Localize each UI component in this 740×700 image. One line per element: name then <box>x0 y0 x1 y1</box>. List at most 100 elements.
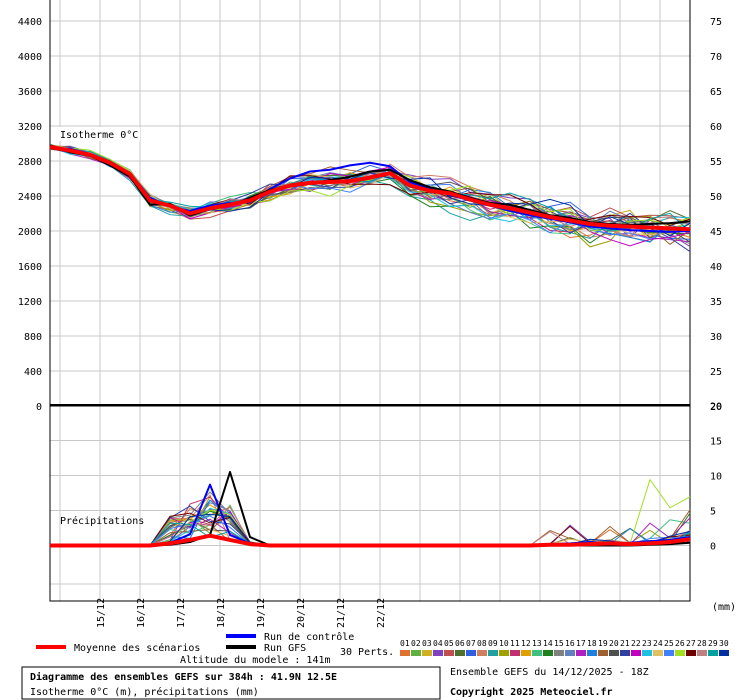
pert-number: 14 <box>543 639 553 648</box>
x-date-label: 15/12 <box>96 598 107 628</box>
pert-swatch <box>609 650 619 656</box>
main-series-top <box>49 144 691 233</box>
footer-ensemble-run: Ensemble GEFS du 14/12/2025 - 18Z <box>450 667 649 678</box>
left-axis-ticks: 4400400036003200280024002000160012008004… <box>18 17 42 413</box>
footer-title: Diagramme des ensembles GEFS sur 384h : … <box>30 671 337 683</box>
pert-swatch <box>719 650 729 656</box>
right-tick-label: 55 <box>710 157 722 168</box>
pert-swatch <box>477 650 487 656</box>
pert-swatch <box>554 650 564 656</box>
x-date-label: 18/12 <box>216 598 227 628</box>
pert-number: 13 <box>532 639 542 648</box>
pert-swatch <box>466 650 476 656</box>
right-tick-label: 75 <box>710 17 722 28</box>
pert-number: 28 <box>697 639 707 648</box>
pert-number: 06 <box>455 639 465 648</box>
pert-swatch <box>631 650 641 656</box>
left-tick-label: 4400 <box>18 17 42 28</box>
pert-number: 10 <box>499 639 509 648</box>
pert-number: 27 <box>686 639 696 648</box>
pert-number: 20 <box>609 639 619 648</box>
x-date-label: 22/12 <box>376 598 387 628</box>
legend-mean-label: Moyenne des scénarios <box>74 642 200 654</box>
x-axis-date-labels: 15/12 16/12 17/12 18/12 19/12 20/12 21/12 22/12 <box>96 598 387 628</box>
left-tick-label: 4000 <box>18 52 42 63</box>
pert-swatch <box>543 650 553 656</box>
bottom-panel-frame <box>49 404 691 602</box>
pert-number: 11 <box>510 639 520 648</box>
pert-swatch <box>411 650 421 656</box>
legend-gfs-label: Run GFS <box>264 643 306 654</box>
legend-perts-label: 30 Perts. <box>340 647 394 658</box>
pert-swatch <box>565 650 575 656</box>
left-tick-label: 1200 <box>18 297 42 308</box>
pert-number: 23 <box>642 639 652 648</box>
pert-swatch <box>499 650 509 656</box>
pert-number: 08 <box>477 639 487 648</box>
pert-swatch <box>532 650 542 656</box>
pert-number: 16 <box>565 639 575 648</box>
x-date-label: 16/12 <box>136 598 147 628</box>
pert-swatch <box>642 650 652 656</box>
right-tick-label: 10 <box>710 472 722 483</box>
right-tick-label: 70 <box>710 52 722 63</box>
pert-swatch <box>422 650 432 656</box>
left-tick-label: 2000 <box>18 227 42 238</box>
right-tick-label: 15 <box>710 437 722 448</box>
pert-number: 07 <box>466 639 476 648</box>
left-tick-label: 1600 <box>18 262 42 273</box>
right-tick-label: 30 <box>710 332 722 343</box>
precip-unit-label: (mm) <box>712 602 736 613</box>
right-tick-label: 5 <box>710 507 716 518</box>
pert-swatch <box>455 650 465 656</box>
pert-swatch <box>433 650 443 656</box>
footer-subtitle: Isotherme 0°C (m), précipitations (mm) <box>30 686 259 698</box>
right-tick-label: 25 <box>710 367 722 378</box>
isotherme-label-bg <box>56 127 140 141</box>
pert-swatch <box>653 650 663 656</box>
pert-number: 01 <box>400 639 410 648</box>
left-tick-label: 2400 <box>18 192 42 203</box>
pert-swatch <box>664 650 674 656</box>
pert-number: 02 <box>411 639 421 648</box>
pert-number: 03 <box>422 639 432 648</box>
x-date-label: 21/12 <box>336 598 347 628</box>
pert-number: 17 <box>576 639 586 648</box>
precipitations-label: Précipitations <box>60 515 144 527</box>
left-tick-label: 2800 <box>18 157 42 168</box>
x-date-label: 19/12 <box>256 598 267 628</box>
pert-number: 30 <box>719 639 729 648</box>
pert-swatch <box>598 650 608 656</box>
isotherme-label: Isotherme 0°C <box>60 130 138 141</box>
legend-control-label: Run de contrôle <box>264 631 354 643</box>
series-line-top <box>49 144 691 226</box>
pert-swatch <box>400 650 410 656</box>
perturbation-legend: 01 02 03 04 05 06 07 08 09 10 11 12 13 14 15 16 17 18 19 20… <box>400 639 729 656</box>
pert-swatch <box>576 650 586 656</box>
right-tick-label: 20 <box>710 402 722 413</box>
pert-number: 19 <box>598 639 608 648</box>
right-axis-ticks-top: 75 70 65 60 55 50 45 40 35 30 25 20 <box>710 17 722 413</box>
pert-swatch <box>587 650 597 656</box>
right-tick-label: 50 <box>710 192 722 203</box>
pert-swatch <box>708 650 718 656</box>
left-tick-label: 800 <box>24 332 42 343</box>
right-axis-ticks-bottom: 20 15 10 5 0 <box>710 402 722 553</box>
series-line-top <box>49 145 691 232</box>
series-line-bottom <box>50 533 691 548</box>
pert-number: 22 <box>631 639 641 648</box>
x-date-label: 20/12 <box>296 598 307 628</box>
right-tick-label: 0 <box>710 542 716 553</box>
top-grid <box>50 0 690 405</box>
pert-number: 18 <box>587 639 597 648</box>
footer-copyright: Copyright 2025 Meteociel.fr <box>450 686 613 698</box>
pert-swatch <box>510 650 520 656</box>
left-tick-label: 3200 <box>18 122 42 133</box>
pert-number: 15 <box>554 639 564 648</box>
right-tick-label: 45 <box>710 227 722 238</box>
pert-number: 29 <box>708 639 718 648</box>
pert-number: 09 <box>488 639 498 648</box>
footer-title-box <box>21 666 441 700</box>
altitude-label: Altitude du modele : 141m <box>180 655 331 666</box>
pert-swatch <box>444 650 454 656</box>
